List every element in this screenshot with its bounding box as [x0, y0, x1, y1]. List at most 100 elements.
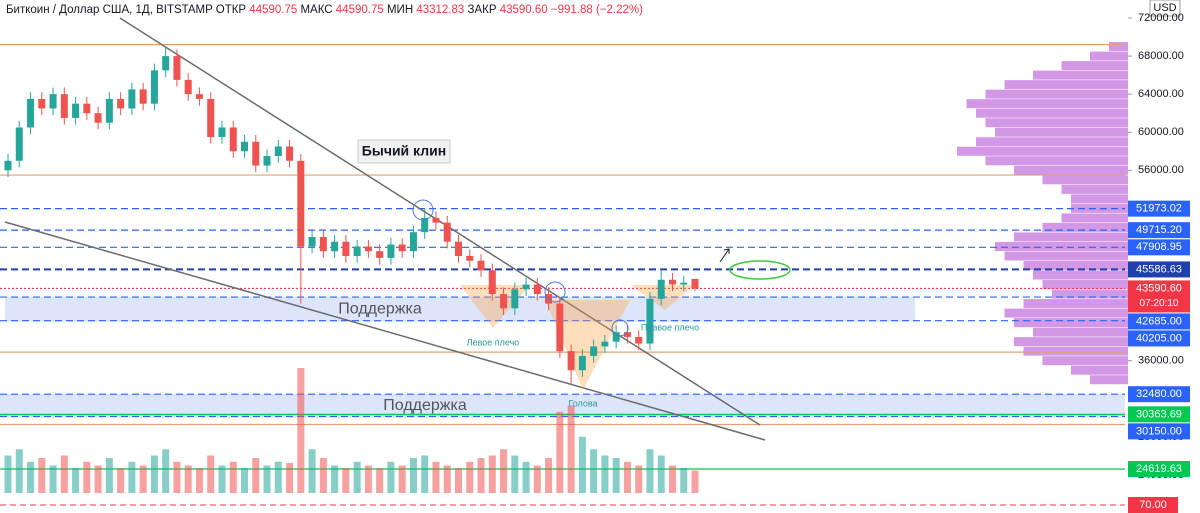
candle-body: [105, 98, 113, 123]
candle-body: [533, 284, 541, 295]
price-label: 51973.02: [1136, 203, 1182, 215]
candle-body: [578, 355, 586, 371]
price-label-box: [1128, 222, 1190, 239]
volume-bar: [4, 455, 12, 493]
candle-body: [60, 94, 68, 118]
candle-body: [364, 246, 372, 252]
volume-bar: [297, 368, 305, 493]
volume-bar: [421, 455, 429, 493]
volume-profile-bar: [1023, 299, 1128, 309]
price-label: 47908.95: [1136, 241, 1182, 253]
volume-bar: [443, 465, 451, 493]
volume-profile-bar: [1042, 356, 1128, 366]
y-tick-label: 60000.00: [1138, 126, 1184, 138]
candle-body: [454, 241, 462, 256]
support-label: Поддержка: [383, 397, 467, 414]
candle-body: [522, 284, 530, 290]
volume-bar: [635, 465, 643, 493]
volume-bar: [331, 465, 339, 493]
volume-profile-bar: [1014, 232, 1128, 242]
touch-circle: [611, 319, 629, 337]
candle-body: [162, 56, 170, 71]
countdown: 07:20:10: [1140, 298, 1179, 309]
volume-profile-bar: [1042, 222, 1128, 232]
candle-body: [150, 70, 158, 104]
wedge-upper-line: [119, 17, 761, 426]
volume-bar: [364, 465, 372, 493]
volume-profile-bar: [1033, 70, 1128, 80]
candle-body: [567, 351, 575, 371]
volume-bar: [432, 461, 440, 493]
price-label-box: [1128, 261, 1190, 278]
candle-body: [263, 156, 271, 166]
candle-body: [342, 241, 350, 256]
volume-bar: [657, 455, 665, 493]
currency-box: [1149, 0, 1181, 17]
volume-profile-bar: [1090, 51, 1128, 61]
price-label-box: [1128, 280, 1190, 313]
volume-bar: [263, 465, 271, 493]
price-label: 49715.20: [1136, 224, 1182, 236]
candle-body: [252, 141, 260, 166]
price-label-box: [1128, 330, 1190, 347]
price-label: 42685.00: [1136, 315, 1182, 327]
volume-bar: [241, 468, 249, 493]
volume-bar: [218, 465, 226, 493]
candle-body: [353, 246, 361, 256]
volume-profile-bar: [1023, 346, 1128, 356]
volume-bar: [556, 411, 564, 493]
volume-bar: [38, 458, 46, 493]
volume-profile-bar: [995, 127, 1128, 137]
volume-bar: [567, 405, 575, 493]
candle-body: [331, 241, 339, 252]
volume-bar: [387, 461, 395, 493]
volume-bar: [60, 455, 68, 493]
candle-body: [4, 160, 12, 171]
volume-bar: [409, 458, 417, 493]
volume-profile-bar: [1052, 289, 1128, 299]
candle-body: [545, 294, 553, 304]
candle-body: [432, 217, 440, 223]
touch-circle: [412, 199, 434, 221]
volume-profile-bar: [966, 99, 1128, 109]
price-label-box: [1128, 239, 1190, 256]
volume-bar: [319, 458, 327, 493]
head-shape: [545, 300, 630, 390]
change: −991.88 (−2.22%): [551, 4, 643, 16]
ohlc-label: ЗАКР: [468, 4, 497, 16]
volume-bar: [533, 465, 541, 493]
price-label: 24619.63: [1136, 463, 1182, 475]
volume-bar: [353, 461, 361, 493]
candle-body: [466, 255, 474, 261]
candle-body: [657, 279, 665, 299]
volume-bar: [488, 455, 496, 493]
candle-body: [443, 222, 451, 242]
label-box: [357, 139, 451, 164]
volume-bar: [376, 468, 384, 493]
volume-bar: [342, 468, 350, 493]
support-zone: [0, 394, 1125, 418]
volume-bar: [466, 461, 474, 493]
volume-bar: [139, 465, 147, 493]
candle-body: [635, 336, 643, 344]
volume-profile-bar: [1004, 308, 1128, 318]
candle-body: [511, 289, 519, 309]
ohlc-value: 44590.75: [336, 4, 384, 16]
volume-bar: [680, 468, 688, 493]
volume-bar: [308, 449, 316, 493]
volume-profile-bar: [1071, 365, 1128, 375]
volume-profile-bar: [1042, 175, 1128, 185]
candle-body: [195, 94, 203, 99]
candle-body: [409, 232, 417, 252]
ohlc-label: МИН: [387, 4, 413, 16]
volume-bar: [15, 449, 23, 493]
volume-profile-bar: [1014, 165, 1128, 175]
y-tick-label: 56000.00: [1138, 164, 1184, 176]
volume-profile-bar: [957, 146, 1128, 156]
candle-body: [241, 141, 249, 152]
volume-bar: [105, 458, 113, 493]
price-label: 45586.63: [1136, 263, 1182, 275]
volume-profile-bar: [1014, 337, 1128, 347]
